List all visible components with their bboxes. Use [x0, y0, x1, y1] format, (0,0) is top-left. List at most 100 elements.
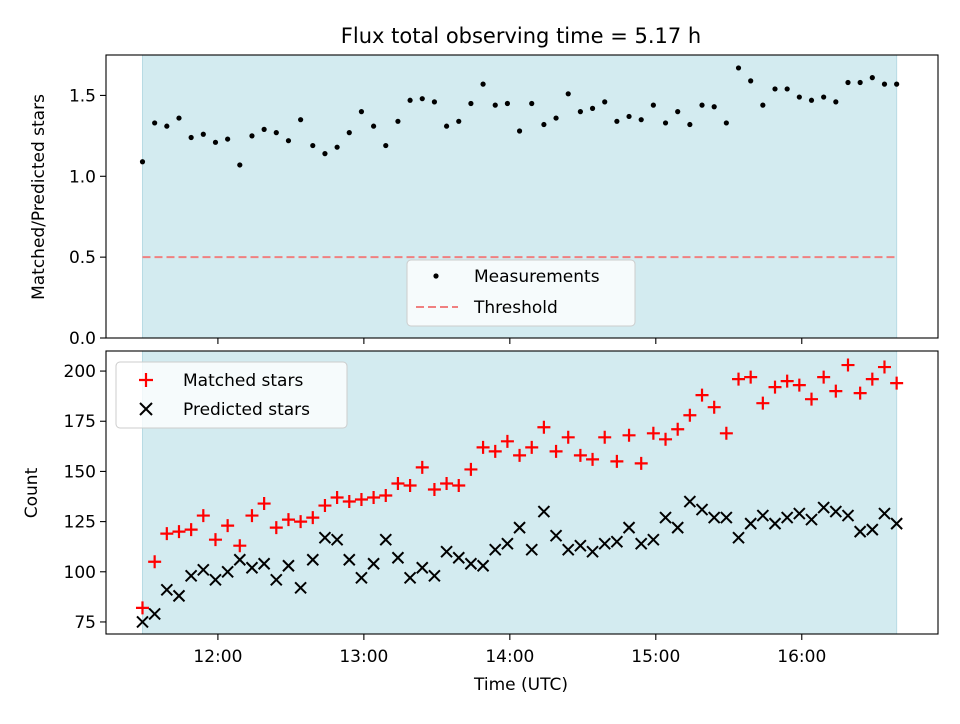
matched-star-point: [622, 428, 636, 442]
measurement-point: [225, 136, 231, 142]
predicted-star-point: [562, 543, 575, 556]
measurement-point: [650, 102, 656, 108]
measurement-point: [200, 131, 206, 137]
predicted-star-point: [671, 521, 684, 534]
matched-star-point: [792, 378, 806, 392]
predicted-star-point: [391, 551, 405, 564]
predicted-star-point: [184, 569, 198, 583]
predicted-star-point: [537, 505, 551, 518]
legend-predicted-marker: [139, 402, 153, 416]
measurement-point: [857, 79, 863, 86]
measurement-point: [565, 91, 571, 97]
measurement-point: [662, 120, 669, 126]
measurement-point: [212, 139, 219, 145]
matched-star-point: [671, 422, 685, 436]
predicted-star-point: [841, 509, 855, 522]
matched-star-point: [573, 448, 587, 462]
predicted-star-point: [257, 557, 271, 570]
measurement-point: [407, 97, 413, 103]
measurement-point: [833, 99, 839, 105]
matched-star-point: [306, 511, 320, 525]
measurement-point: [152, 120, 158, 126]
measurement-point: [358, 109, 365, 115]
matched-star-point: [865, 372, 879, 386]
legend-matched-marker: [139, 373, 153, 387]
measurement-point: [772, 86, 778, 92]
predicted-star-point: [416, 561, 429, 574]
matched-star-point: [342, 495, 356, 509]
matched-star-point: [756, 396, 770, 410]
matched-star-point: [269, 521, 283, 535]
measurement-point: [589, 105, 596, 111]
matched-star-point: [890, 376, 904, 390]
measurement-point: [322, 151, 328, 157]
measurement-point: [529, 100, 535, 107]
predicted-star-point: [768, 517, 782, 530]
predicted-star-point: [245, 561, 259, 574]
bottom-legend: Matched stars Predicted stars: [115, 361, 348, 429]
measurement-point: [468, 100, 474, 107]
matched-star-point: [683, 408, 697, 422]
measurement-point: [310, 142, 316, 149]
matched-star-point: [549, 444, 563, 458]
measurement-point: [626, 113, 632, 120]
bottom-legend-box: [115, 361, 348, 429]
x-tick-label: 13:00: [339, 647, 388, 667]
legend-predicted-label: Predicted stars: [183, 400, 310, 420]
predicted-star-point: [270, 573, 283, 587]
legend-measurement-marker: [433, 273, 439, 279]
predicted-star-point: [513, 521, 526, 534]
predicted-star-point: [428, 569, 441, 583]
measurement-point: [881, 81, 888, 87]
matched-star-point: [318, 499, 332, 513]
predicted-star-point: [793, 507, 806, 520]
matched-star-point: [707, 400, 721, 414]
matched-star-point: [500, 434, 514, 448]
predicted-star-point: [294, 581, 307, 595]
matched-star-point: [391, 476, 405, 490]
predicted-star-point: [853, 525, 867, 538]
predicted-stars-points: [136, 495, 903, 629]
matched-star-point: [452, 478, 466, 492]
top-legend: Measurements Threshold: [406, 259, 636, 327]
bottom-y-tick-label: 75: [74, 613, 96, 633]
measurement-point: [164, 123, 170, 129]
matched-star-point: [537, 420, 551, 434]
matched-star-point: [732, 372, 746, 386]
predicted-star-point: [306, 553, 319, 566]
legend-measurements-label: Measurements: [474, 267, 600, 287]
predicted-star-point: [829, 505, 843, 518]
measurement-point: [395, 118, 401, 124]
measurement-point: [869, 75, 875, 81]
matched-star-point: [257, 497, 271, 511]
predicted-star-point: [282, 559, 295, 572]
measurement-point: [456, 118, 462, 124]
measurement-point: [723, 120, 729, 126]
matched-star-point: [403, 478, 417, 492]
matched-star-point: [440, 476, 454, 490]
measurement-point: [602, 99, 608, 105]
matched-star-point: [744, 370, 758, 384]
predicted-star-point: [330, 533, 344, 546]
measurement-point: [480, 81, 486, 87]
matched-star-point: [330, 491, 344, 505]
measurement-point: [139, 159, 146, 165]
predicted-star-point: [148, 607, 161, 621]
predicted-star-point: [878, 507, 891, 520]
predicted-star-point: [866, 523, 879, 536]
matched-star-point: [415, 460, 429, 474]
matched-star-point: [354, 493, 368, 507]
matched-star-point: [877, 360, 891, 374]
measurement-point: [273, 130, 279, 136]
bottom-axes-frame: [105, 350, 939, 635]
measurement-point: [504, 100, 511, 107]
measurement-point: [577, 109, 583, 115]
predicted-star-point: [197, 563, 210, 576]
matched-star-point: [525, 440, 539, 454]
predicted-star-point: [805, 513, 818, 526]
legend-threshold-label: Threshold: [473, 298, 558, 318]
predicted-star-point: [172, 589, 186, 603]
matched-star-point: [780, 374, 794, 388]
matched-star-point: [853, 386, 867, 400]
top-y-tick-label: 1.5: [69, 86, 96, 106]
